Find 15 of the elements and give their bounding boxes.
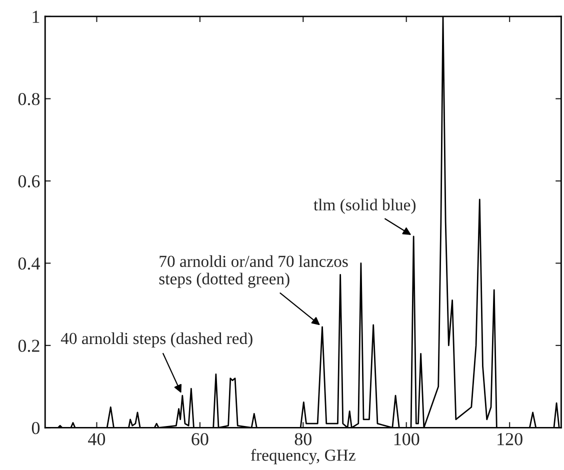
x-tick-label: 120 <box>498 433 522 446</box>
x-tick-label: 40 <box>88 433 106 446</box>
y-tick-label: 0.2 <box>18 340 40 352</box>
annotation: tlm (solid blue) <box>314 198 416 214</box>
x-tick-label: 100 <box>394 433 420 446</box>
x-axis-title: frequency, GHz <box>250 448 356 464</box>
y-tick-label: 0 <box>32 422 40 434</box>
x-tick-label: 60 <box>192 433 208 446</box>
y-tick-label: 1 <box>32 10 40 23</box>
y-tick-label: 0.6 <box>18 175 40 188</box>
x-tick-label: 80 <box>294 433 312 446</box>
annotation: 40 arnoldi steps (dashed red) <box>60 332 252 348</box>
y-tick-label: 0.8 <box>18 92 40 106</box>
y-tick-label: 0.4 <box>18 257 40 270</box>
annotation: 70 arnoldi or/and 70 lanczos steps (dotted green) <box>159 255 348 288</box>
